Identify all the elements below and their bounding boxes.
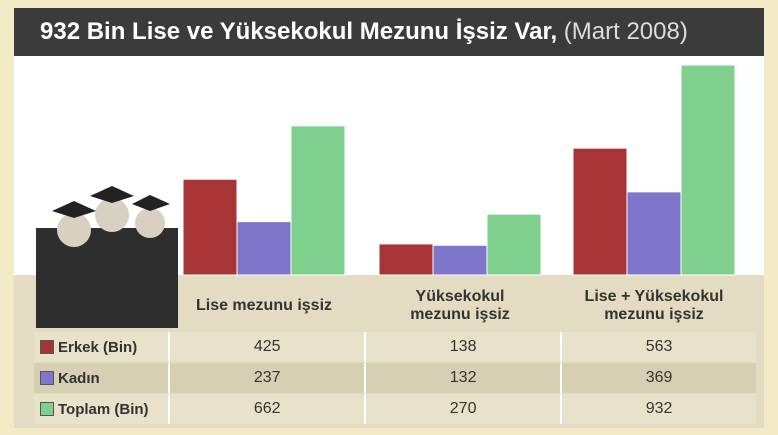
bar: [433, 245, 487, 275]
legend-swatch: [40, 402, 54, 416]
chart-title: 932 Bin Lise ve Yüksekokul Mezunu İşsiz …: [40, 18, 557, 45]
legend-label: Erkek (Bin): [58, 339, 137, 356]
legend-swatch: [40, 340, 54, 354]
legend-item: Erkek (Bin): [34, 332, 168, 362]
table-cell: 662: [168, 394, 364, 424]
bar: [379, 244, 433, 275]
bar: [573, 148, 627, 275]
bar: [237, 222, 291, 275]
graduates-illustration: [36, 186, 178, 328]
bar: [291, 126, 345, 275]
chart-subtitle: (Mart 2008): [564, 18, 688, 45]
title-bar: 932 Bin Lise ve Yüksekokul Mezunu İşsiz …: [14, 8, 764, 56]
category-label: Lise mezunu işsiz: [174, 280, 354, 332]
table-cell: 563: [560, 332, 756, 362]
legend-item: Toplam (Bin): [34, 394, 168, 424]
legend-item: Kadın: [34, 363, 168, 393]
bar: [627, 192, 681, 275]
legend-label: Toplam (Bin): [58, 401, 149, 418]
frame: 932 Bin Lise ve Yüksekokul Mezunu İşsiz …: [14, 8, 764, 428]
bar: [183, 179, 237, 275]
legend-swatch: [40, 371, 54, 385]
category-label: Yüksekokul mezunu işsiz: [400, 280, 520, 332]
table-cell: 270: [364, 394, 560, 424]
category-label: Lise + Yüksekokul mezunu işsiz: [564, 280, 744, 332]
bar: [681, 65, 735, 275]
table-cell: 237: [168, 363, 364, 393]
table-cell: 932: [560, 394, 756, 424]
table-cell: 425: [168, 332, 364, 362]
table-cell: 369: [560, 363, 756, 393]
table-cell: 132: [364, 363, 560, 393]
legend-label: Kadın: [58, 370, 100, 387]
page: {"chart_data": {"type": "bar", "title": …: [0, 0, 778, 435]
table-cell: 138: [364, 332, 560, 362]
bar: [487, 214, 541, 275]
